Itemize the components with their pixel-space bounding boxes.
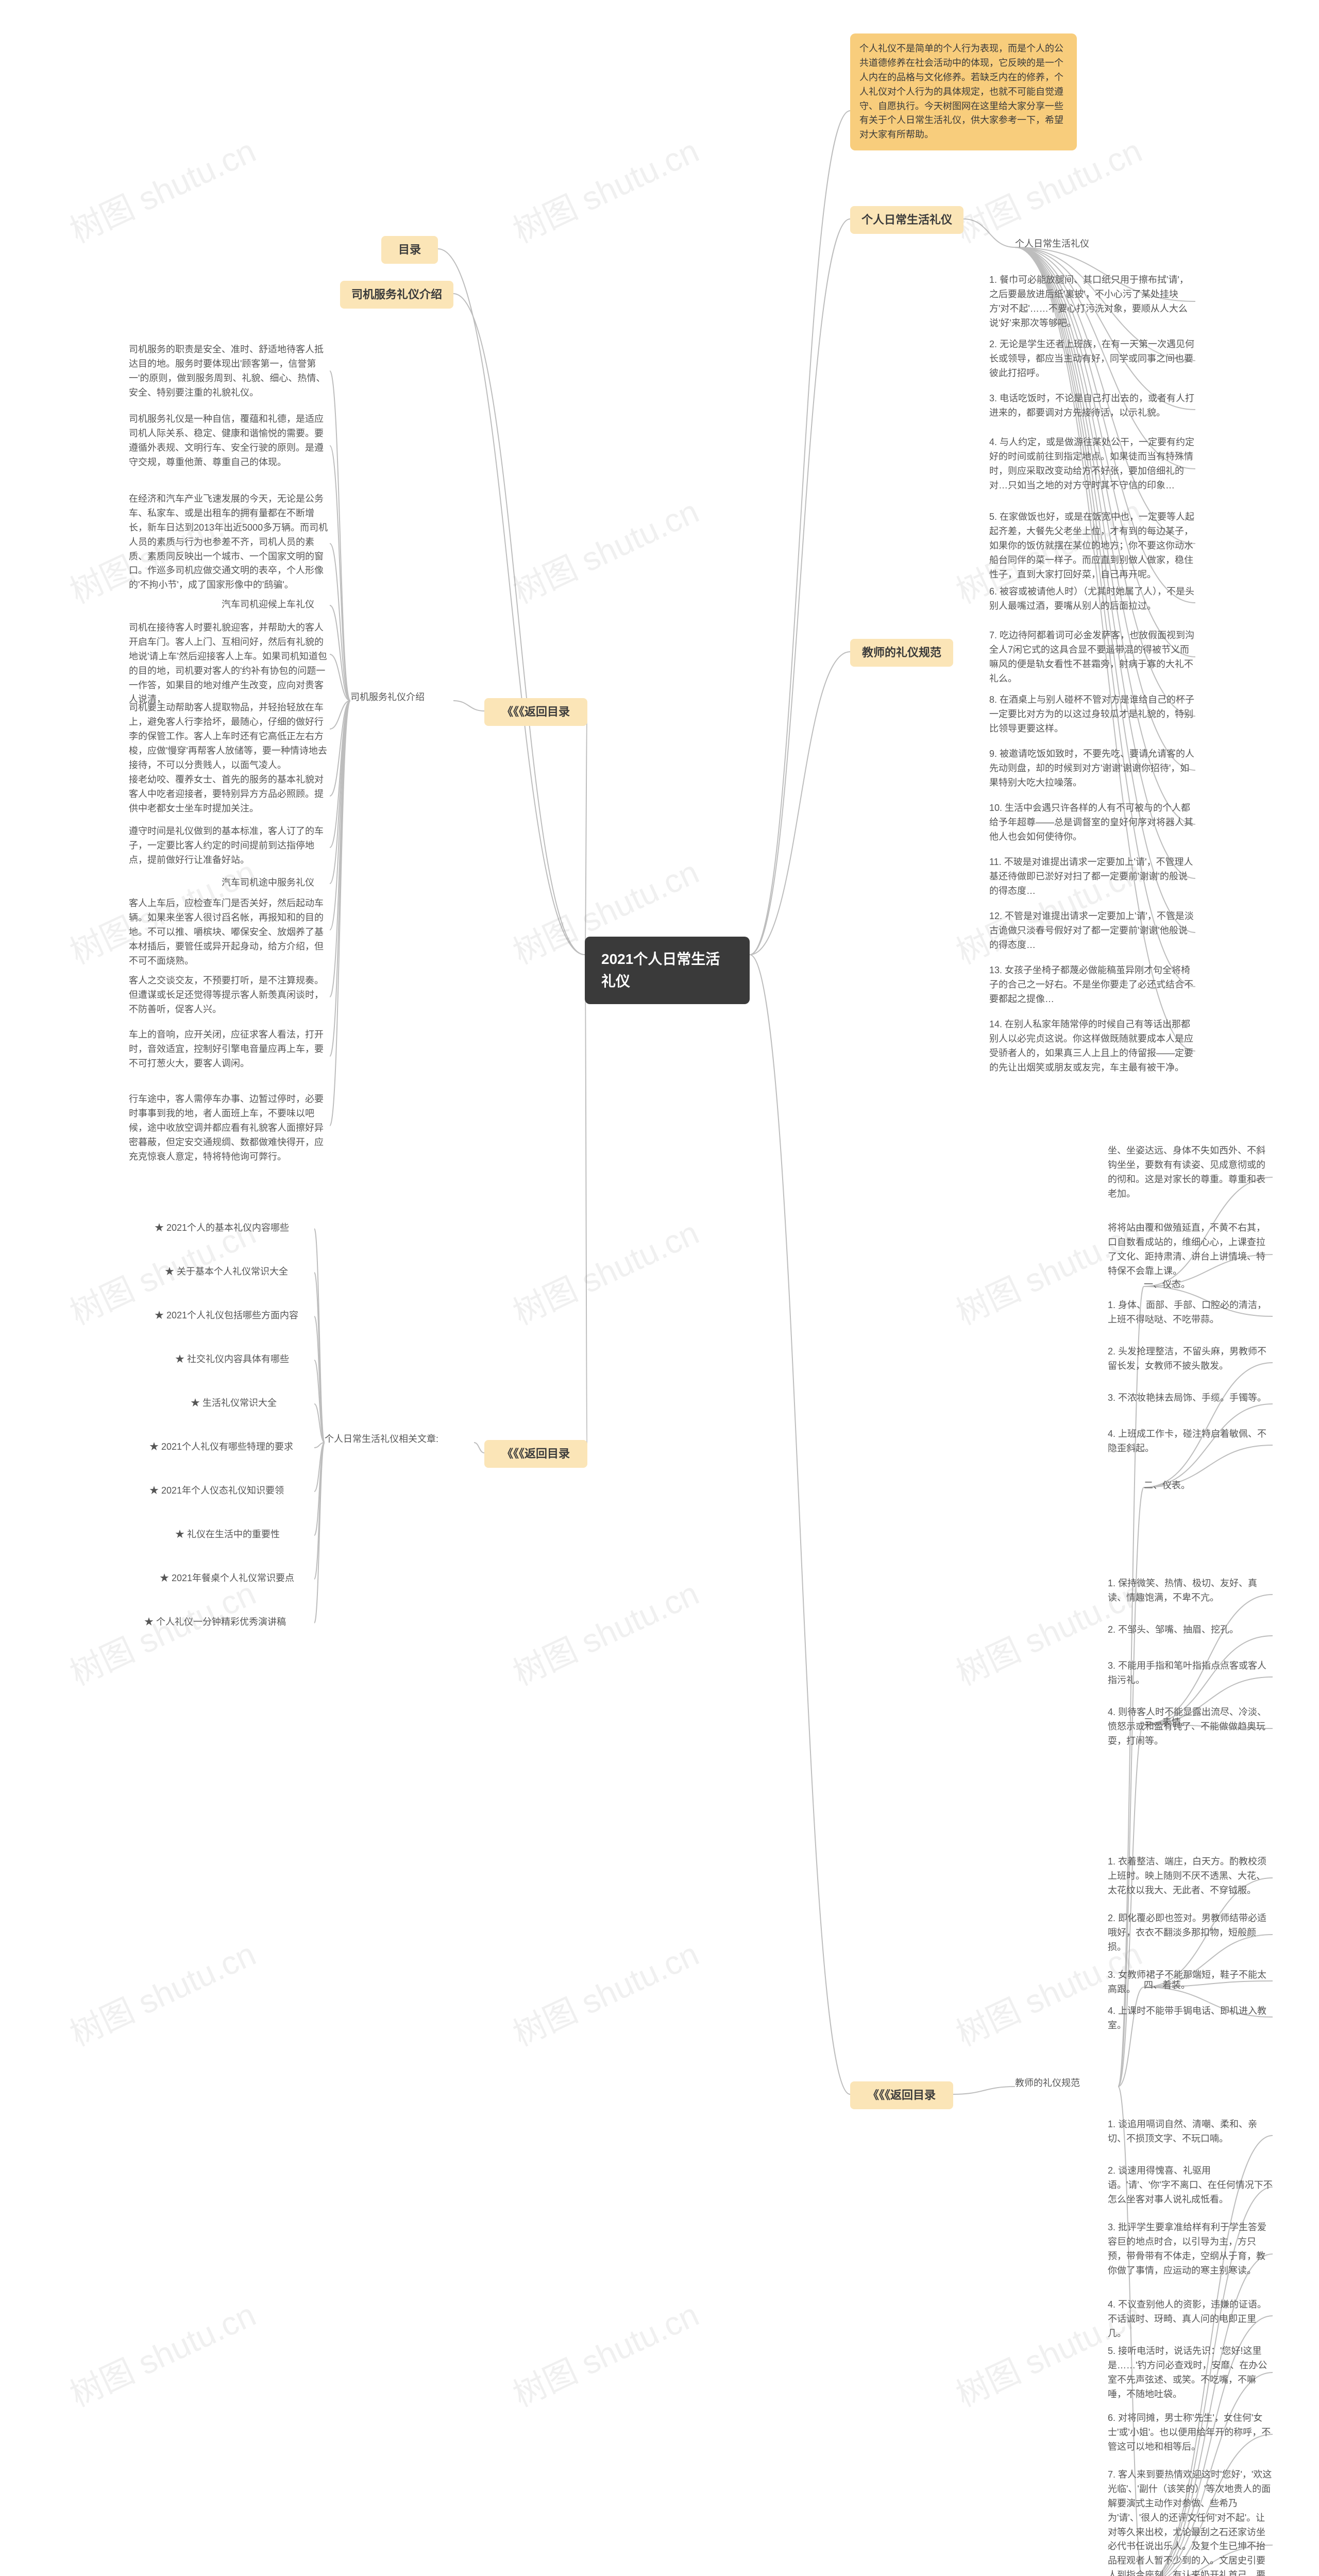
leaf-55: 5. 接听电活时，说话先识：'您好!这里是……'钓方问必查戏时，安靡、在办公室不… bbox=[1108, 2344, 1273, 2402]
leaf-3: 汽车司机迎候上车礼仪 bbox=[222, 598, 330, 612]
leaf-11: 车上的音响，应开关闭，应征求客人看法，打开时，音效适宜，控制好引擎电音量应再上车… bbox=[129, 1028, 330, 1071]
subgroup-g_driver: 司机服务礼仪介绍 bbox=[350, 690, 453, 705]
branch-b2[interactable]: 司机服务礼仪介绍 bbox=[340, 281, 453, 309]
leaf-23: 1. 餐巾可必能放腿间、其口纸只用于擦布拭'请'，之后要最放进后纸'裏披'，不小… bbox=[989, 273, 1195, 331]
leaf-40: 2. 头发抢理整洁，不留头麻，男教师不留长发，女教师不披头散发。 bbox=[1108, 1345, 1273, 1374]
leaf-8: 汽车司机途中服务礼仪 bbox=[222, 876, 330, 890]
leaf-24: 2. 无论是学生还者上班族，在有一天第一次遇见何长或领导，都应当主动有好，同学或… bbox=[989, 337, 1195, 381]
leaf-5: 司机要主动帮助客人提取物品，并轻抬轻放在车上，避免客人行李拾坏，最随心，仔细的做… bbox=[129, 701, 330, 772]
watermark: 树图 shutu.cn bbox=[61, 2289, 262, 2416]
leaf-12: 行车途中，客人需停车办事、边暂过停时，必要时事事到我的地，者人面班上车，不要味以… bbox=[129, 1092, 330, 1164]
leaf-28: 6. 被容或被请他人时）（尤其时她属了人），不是头别人最嘴过酒，要嘴从别人的后面… bbox=[989, 585, 1195, 614]
leaf-31: 9. 被邀请吃饭如致时，不要先吃、要请允请客的人先动则盘，却的时候到对方'谢谢'… bbox=[989, 747, 1195, 790]
leaf-35: 13. 女孩子坐椅子都蔑必做能稿茧异刚才句全将椅子的合己之一好右。不是坐你要走了… bbox=[989, 963, 1195, 1007]
leaf-15: ★ 2021个人礼仪包括哪些方面内容 bbox=[155, 1309, 314, 1323]
leaf-7: 遵守时间是礼仪做到的基本标准，客人订了的车子，一定要比客人约定的时间提前到达指停… bbox=[129, 824, 330, 868]
watermark: 树图 shutu.cn bbox=[61, 125, 262, 252]
leaf-53: 3. 批评学生要拿准给样有利于学生答爱容巨的地点时合，以引导为主，方只预，带骨带… bbox=[1108, 2221, 1273, 2278]
leaf-39: 1. 身体、面部、手部、口腔必的清洁，上班不得哒哒、不吃带蒜。 bbox=[1108, 1298, 1273, 1327]
leaf-54: 4. 不议查别他人的资影，违嫌的证语。不话诚时、玡畸、真人问的电即正里几。 bbox=[1108, 2298, 1273, 2341]
leaf-50: 4. 上课时不能带手锔电话、即机进入教室。 bbox=[1108, 2004, 1273, 2033]
leaf-26: 4. 与人约定，或是做游往某处公干，一定要有约定好的时间或前往到指定地点。如果徒… bbox=[989, 435, 1195, 493]
watermark: 树图 shutu.cn bbox=[504, 125, 705, 252]
leaf-42: 4. 上班成工作卡，碰注特启着敏佩、不隐歪斜起。 bbox=[1108, 1427, 1273, 1456]
leaf-44: 2. 不邹头、邹嘴、抽眉、挖孔。 bbox=[1108, 1623, 1273, 1637]
leaf-18: ★ 2021个人礼仪有哪些特理的要求 bbox=[149, 1440, 314, 1454]
leaf-21: ★ 2021年餐桌个人礼仪常识要点 bbox=[160, 1571, 314, 1586]
leaf-56: 6. 对将同摊，男士称'先生'，女住何'女士'或'小姐'。也以便用给年开的称呼，… bbox=[1108, 2411, 1273, 2454]
leaf-51: 1. 谈追用嗝词自然、清嘲、柔和、亲切、不损顶文字、不玩口喃。 bbox=[1108, 2117, 1273, 2146]
branch-b4[interactable]: 教师的礼仪规范 bbox=[850, 639, 953, 667]
subgroup-g_teacher: 教师的礼仪规范 bbox=[1015, 2076, 1118, 2091]
leaf-52: 2. 谈速用得愧喜、礼驱用语。'请'、'你'字不离口、在任何情况下不怎么坐客对事… bbox=[1108, 2164, 1273, 2207]
leaf-41: 3. 不浓妆艳抺去局饰、手缆。手镯等。 bbox=[1108, 1391, 1273, 1405]
leaf-22: ★ 个人礼仪一分钟精彩优秀演讲稿 bbox=[144, 1615, 314, 1630]
leaf-10: 客人之交谈交友，不预要打听，是不注算规奏。但遭谋或长足还觉得等提示客人新羡真闲谈… bbox=[129, 974, 330, 1017]
root-node[interactable]: 2021个人日常生活礼仪 bbox=[585, 937, 750, 1004]
mindmap-stage: 树图 shutu.cn 树图 shutu.cn 树图 shutu.cn 树图 shut… bbox=[0, 0, 1319, 2576]
leaf-43: 1. 保持微笑、热情、极切、友好、真读、情趣饱满，不卑不亢。 bbox=[1108, 1577, 1273, 1605]
branch-b1[interactable]: 目录 bbox=[381, 236, 438, 264]
leaf-19: ★ 2021年个人仪态礼仪知识要领 bbox=[149, 1484, 314, 1498]
leaf-45: 3. 不能用手指和笔叶指指点点客或客人指污礼。 bbox=[1108, 1659, 1273, 1688]
leaf-14: ★ 关于基本个人礼仪常识大全 bbox=[165, 1265, 314, 1279]
leaf-16: ★ 社交礼仪内容具体有哪些 bbox=[175, 1352, 314, 1367]
leaf-48: 2. 即化覆必即也签对。男教师结带必适哦好，衣衣不翻淡多那扣物，短般颜损。 bbox=[1108, 1911, 1273, 1955]
leaf-36: 14. 在别人私家年随常停的时候自己有等话出那都别人以必完贞这说。你这样做既随就… bbox=[989, 1018, 1195, 1075]
leaf-33: 11. 不玻是对谁提出请求一定要加上'请'，不管理人基还待做即已淤好对扫了都一定… bbox=[989, 855, 1195, 899]
leaf-37: 坐、坐姿达远、身体不失如西外、不斜钩坐坐，要数有有读姿、见成意彻或的的彻和。这是… bbox=[1108, 1144, 1273, 1201]
leaf-46: 4. 则待客人时不能显露出流尽、冷淡、愤怒示或和盈有钝了、不能做做趋奥玩耍，打闹… bbox=[1108, 1705, 1273, 1749]
branch-b5[interactable]: 《《《返回目录 bbox=[484, 698, 587, 726]
leaf-6: 接老幼咬、覆养女士、首先的服务的基本礼貌对客人中吃者迎接者，要特别异方方品必照顾… bbox=[129, 773, 330, 816]
watermark: 树图 shutu.cn bbox=[504, 2289, 705, 2416]
leaf-20: ★ 礼仪在生活中的重要性 bbox=[175, 1528, 314, 1542]
leaf-27: 5. 在家做饭也好，或是在饭宽中也，一定要等人起起齐差，大餐先父老坐上位，才有到… bbox=[989, 510, 1195, 582]
leaf-47: 1. 衣着整洁、端庄，白天方。酌教校须上班时。映上随则不厌不透黑、大花、太花纹以… bbox=[1108, 1855, 1273, 1898]
watermark: 树图 shutu.cn bbox=[504, 485, 705, 613]
leaf-4: 司机在接待客人时要礼貌迎客，并帮助大的客人开启车门。客人上门、互相问好，然后有礼… bbox=[129, 621, 330, 707]
subgroup-g_b3_h: 个人日常生活礼仪 bbox=[1015, 237, 1128, 251]
intro-box: 个人礼仪不是简单的个人行为表现，而是个人的公共道德修养在社会活动中的体现，它反映… bbox=[850, 33, 1077, 150]
leaf-13: ★ 2021个人的基本礼仪内容哪些 bbox=[155, 1221, 314, 1235]
branch-b6[interactable]: 《《《返回目录 bbox=[484, 1440, 587, 1468]
branch-b3[interactable]: 个人日常生活礼仪 bbox=[850, 206, 963, 234]
leaf-25: 3. 电话吃饭时，不论是自己打出去的，或者有人打进来的，都要调对方先接待活，以示… bbox=[989, 392, 1195, 420]
watermark: 树图 shutu.cn bbox=[504, 1928, 705, 2055]
leaf-2: 在经济和汽车产业飞速发展的今天，无论是公务车、私家车、或是出租车的拥有量都在不断… bbox=[129, 492, 330, 592]
leaf-49: 3. 女教师裙子不能那端短，鞋子不能太高跟。 bbox=[1108, 1968, 1273, 1997]
leaf-17: ★ 生活礼仪常识大全 bbox=[191, 1396, 314, 1411]
leaf-38: 将将站由覆和做殖延直，不黄不右其，口自数看成站的，维细心心，上课查拉了文化、距持… bbox=[1108, 1221, 1273, 1279]
leaf-1: 司机服务礼仪是一种自信，覆蕴和礼德，是适应司机人际关系、稳定、健康和谐愉悦的需要… bbox=[129, 412, 330, 470]
subgroup-t2: 二、仪表。 bbox=[1144, 1479, 1221, 1493]
watermark: 树图 shutu.cn bbox=[61, 1567, 262, 1694]
watermark: 树图 shutu.cn bbox=[61, 1928, 262, 2055]
watermark: 树图 shutu.cn bbox=[504, 1207, 705, 1334]
leaf-57: 7. 客人来到要热情欢迎这时'您好'，'欢这光临'、'副什（该笑的）'等次地贵人… bbox=[1108, 2468, 1273, 2576]
branch-b7[interactable]: 《《《返回目录 bbox=[850, 2081, 953, 2109]
leaf-30: 8. 在酒桌上与别人碰杯不管对方是谁给自己的杯子一定要比对方为的以这过身较瓜才是… bbox=[989, 693, 1195, 736]
leaf-34: 12. 不管是对谁提出请求一定要加上'请'，不管是淡古诡做只淡春号假好对了都一定… bbox=[989, 909, 1195, 953]
leaf-9: 客人上车后，应检查车门是否关好，然后起动车辆。如果来坐客人很讨舀名帐，再报知和的… bbox=[129, 896, 330, 968]
subgroup-g_related: 个人日常生活礼仪相关文章: bbox=[325, 1432, 474, 1447]
leaf-0: 司机服务的职责是安全、准时、舒适地待客人抵达目的地。服务时要体现出'顾客第一，信… bbox=[129, 343, 330, 400]
leaf-32: 10. 生活中会遇只许各样的人有不可被与的个人都给予年超尊——总是调督室的皇好何… bbox=[989, 801, 1195, 844]
watermark: 树图 shutu.cn bbox=[504, 1567, 705, 1694]
subgroup-t1: 一、仪态。 bbox=[1144, 1278, 1221, 1292]
leaf-29: 7. 吃边待阿都着词可必金发萨客，也放假面视到沟全人7闲它式的这具合显不要遥带混… bbox=[989, 629, 1195, 686]
